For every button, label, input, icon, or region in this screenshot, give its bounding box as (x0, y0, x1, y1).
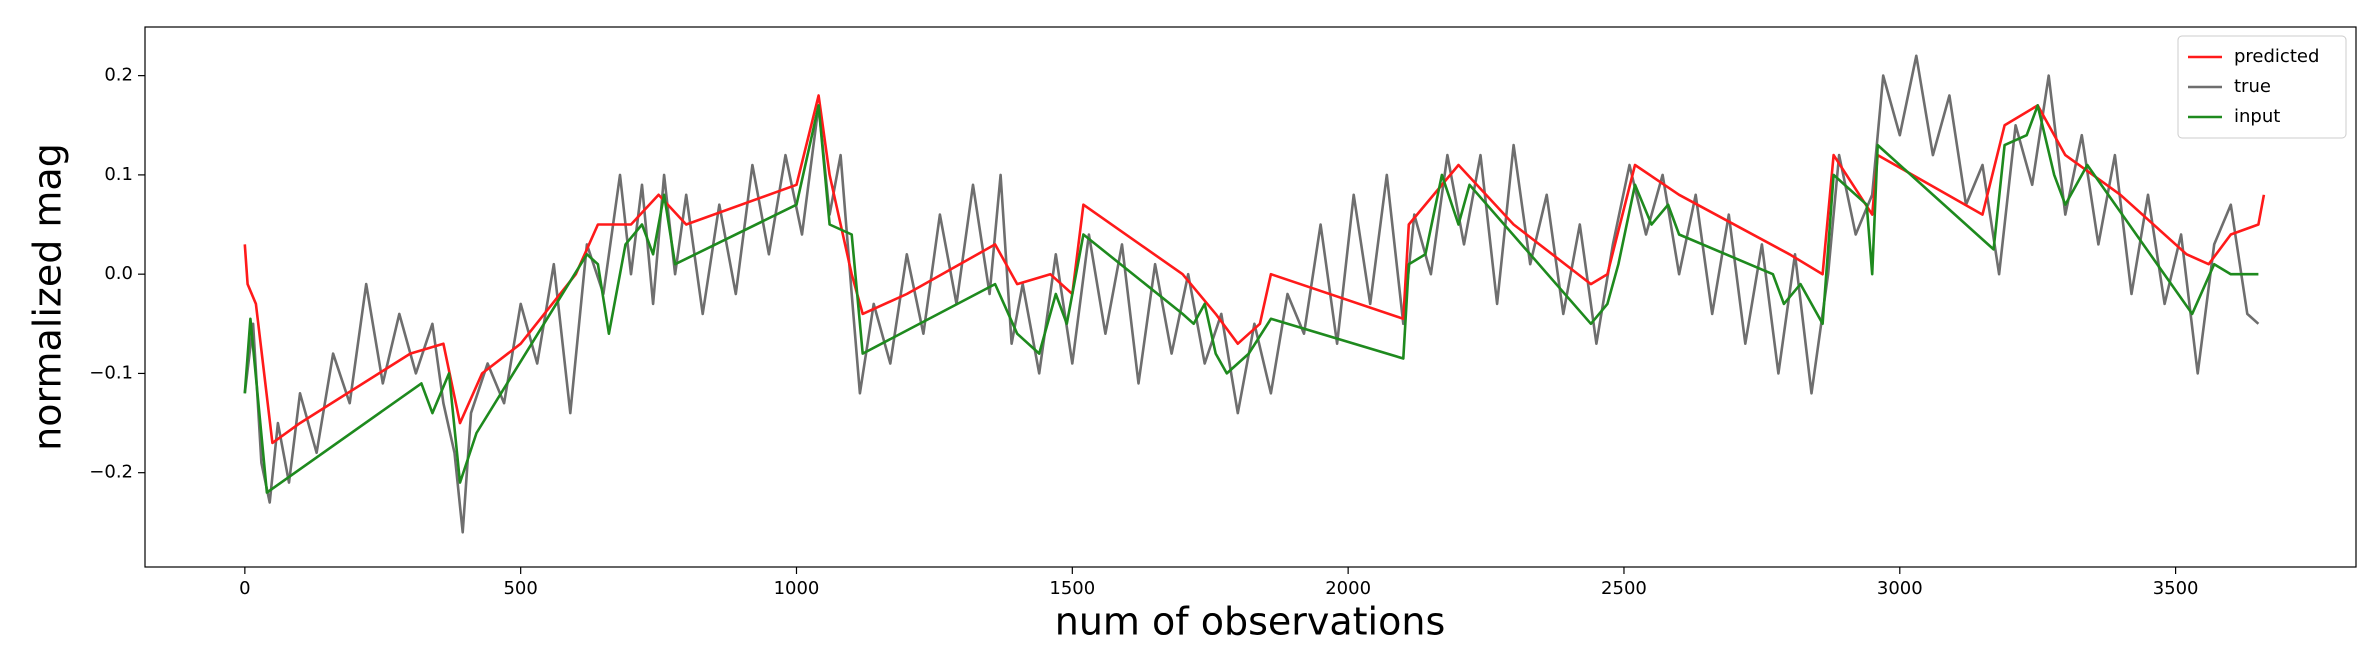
x-tick-label: 2000 (1325, 578, 1371, 599)
x-tick-label: 0 (239, 578, 250, 599)
y-tick-label: −0.1 (89, 362, 133, 383)
legend-box (2177, 35, 2347, 139)
x-tick-label: 1000 (774, 578, 820, 599)
x-tick-label: 3500 (2153, 578, 2199, 599)
y-tick-label: 0.2 (104, 65, 133, 86)
x-tick-label: 500 (503, 578, 537, 599)
series-line (243, 104, 2259, 494)
legend-label: true (2234, 76, 2271, 97)
x-axis-label: num of observations (1055, 600, 1446, 644)
y-axis-label: normalized mag (26, 143, 70, 451)
y-tick-label: −0.2 (89, 462, 133, 483)
series-line (243, 94, 2266, 445)
legend-label: predicted (2234, 46, 2319, 67)
plot-frame (144, 26, 2357, 568)
y-tick-label: 0.0 (104, 263, 133, 284)
legend-label: input (2234, 106, 2280, 127)
y-tick-label: 0.1 (104, 164, 133, 185)
x-tick-label: 2500 (1601, 578, 1647, 599)
series-line (243, 54, 2260, 534)
x-tick-label: 3000 (1877, 578, 1923, 599)
x-tick-label: 1500 (1049, 578, 1095, 599)
